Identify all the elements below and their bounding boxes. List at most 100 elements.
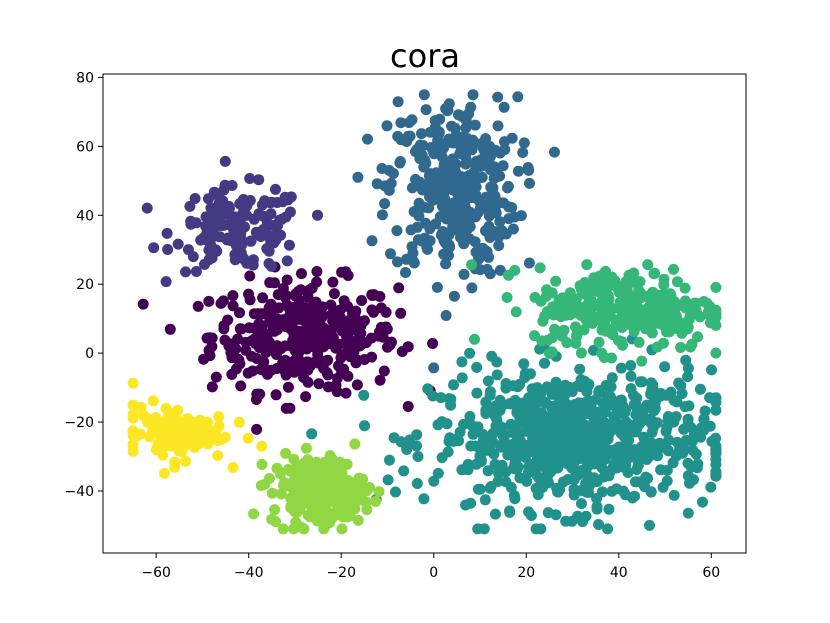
scatter-point-cluster-3 [462,464,474,476]
scatter-point-cluster-3 [523,461,535,473]
scatter-point-cluster-3 [682,413,694,425]
scatter-point-cluster-4 [541,284,553,296]
scatter-point-cluster-0 [334,319,345,331]
scatter-point-cluster-2 [376,163,388,174]
scatter-point-cluster-0 [355,320,367,331]
scatter-point-cluster-4 [598,352,610,363]
scatter-point-cluster-3 [682,507,694,519]
scatter-point-cluster-4 [542,334,554,346]
scatter-point-cluster-0 [308,311,320,323]
scatter-point-cluster-1 [161,227,173,239]
scatter-point-cluster-3 [704,392,716,404]
scatter-point-cluster-0 [296,268,307,280]
scatter-point-cluster-2 [524,177,535,189]
scatter-point-cluster-3 [542,507,554,519]
scatter-point-cluster-3 [484,389,496,401]
scatter-point-cluster-0 [360,337,372,349]
scatter-point-cluster-0 [380,306,392,318]
scatter-point-cluster-3 [606,485,618,497]
scatter-point-cluster-4 [679,295,691,307]
scatter-point-cluster-0 [309,342,321,354]
scatter-point-cluster-0 [402,401,414,412]
scatter-point-cluster-3 [558,383,570,395]
scatter-point-cluster-2 [481,263,493,275]
scatter-point-cluster-0 [227,290,239,302]
scatter-point-cluster-3 [645,388,656,400]
scatter-point-cluster-4 [466,259,478,271]
scatter-point-cluster-3 [432,467,444,479]
scatter-point-cluster-2 [480,191,492,203]
scatter-point-cluster-0 [206,341,218,352]
scatter-point-cluster-4 [663,326,675,338]
scatter-point-cluster-3 [568,484,580,496]
scatter-point-cluster-5 [334,456,346,468]
scatter-point-cluster-6 [180,455,191,467]
scatter-point-cluster-4 [600,284,612,295]
scatter-point-cluster-3 [398,465,410,477]
scatter-point-cluster-2 [506,202,518,214]
scatter-point-cluster-0 [253,318,265,330]
scatter-points [127,89,722,535]
scatter-point-cluster-4 [702,306,714,318]
scatter-point-cluster-2 [424,223,436,235]
scatter-point-cluster-3 [644,519,655,531]
scatter-point-cluster-4 [689,297,701,309]
scatter-point-cluster-2 [440,310,452,321]
scatter-point-cluster-4 [651,341,663,353]
scatter-point-cluster-3 [556,407,568,419]
scatter-point-cluster-0 [366,289,378,301]
scatter-point-cluster-6 [193,438,205,450]
scatter-point-cluster-0 [301,343,313,355]
scatter-point-cluster-6 [212,450,224,462]
y-axis: −40 −20 0 20 40 60 80 [64,70,103,500]
scatter-point-cluster-2 [518,137,530,149]
scatter-point-cluster-2 [506,132,518,144]
scatter-point-cluster-3 [566,462,578,474]
scatter-point-cluster-4 [710,347,722,359]
scatter-point-cluster-1 [239,221,251,233]
scatter-point-cluster-3 [467,428,479,440]
x-tick-label: 60 [702,565,720,581]
scatter-point-cluster-3 [605,381,617,393]
scatter-point-cluster-3 [670,450,682,462]
scatter-point-cluster-3 [580,478,592,489]
scatter-point-cluster-2 [492,120,504,132]
scatter-point-cluster-6 [147,395,159,407]
scatter-point-cluster-0 [257,292,269,304]
scatter-point-cluster-1 [245,235,257,247]
scatter-point-cluster-2 [424,126,436,138]
scatter-point-cluster-4 [688,306,700,317]
scatter-point-cluster-3 [441,418,453,430]
scatter-point-cluster-2 [405,224,417,236]
scatter-point-cluster-0 [254,388,266,400]
scatter-point-cluster-3 [487,427,499,439]
scatter-point-cluster-3 [575,374,587,386]
scatter-point-cluster-3 [443,435,455,447]
scatter-point-cluster-3 [593,519,604,530]
scatter-point-cluster-6 [202,438,214,450]
scatter-point-cluster-3 [631,392,643,404]
scatter-point-cluster-4 [652,310,664,322]
scatter-point-cluster-2 [492,91,504,103]
scatter-point-cluster-3 [572,453,584,465]
scatter-point-cluster-5 [360,484,372,496]
scatter-point-cluster-3 [694,383,706,395]
scatter-point-cluster-5 [370,496,382,507]
scatter-point-cluster-2 [410,146,421,158]
scatter-point-cluster-2 [418,89,430,101]
scatter-point-cluster-0 [340,387,352,399]
scatter-point-cluster-3 [591,501,603,512]
scatter-point-cluster-0 [313,327,325,339]
scatter-point-cluster-6 [169,432,181,444]
scatter-point-cluster-0 [313,378,325,390]
scatter-point-cluster-5 [256,458,268,470]
scatter-point-cluster-2 [455,181,466,193]
scatter-point-cluster-2 [385,248,396,260]
scatter-point-cluster-3 [593,386,605,398]
scatter-point-cluster-5 [360,496,372,508]
scatter-point-cluster-0 [235,380,247,392]
scatter-point-cluster-2 [512,91,524,103]
scatter-point-cluster-3 [614,395,626,407]
scatter-point-cluster-3 [581,386,593,398]
scatter-point-cluster-1 [225,234,237,246]
